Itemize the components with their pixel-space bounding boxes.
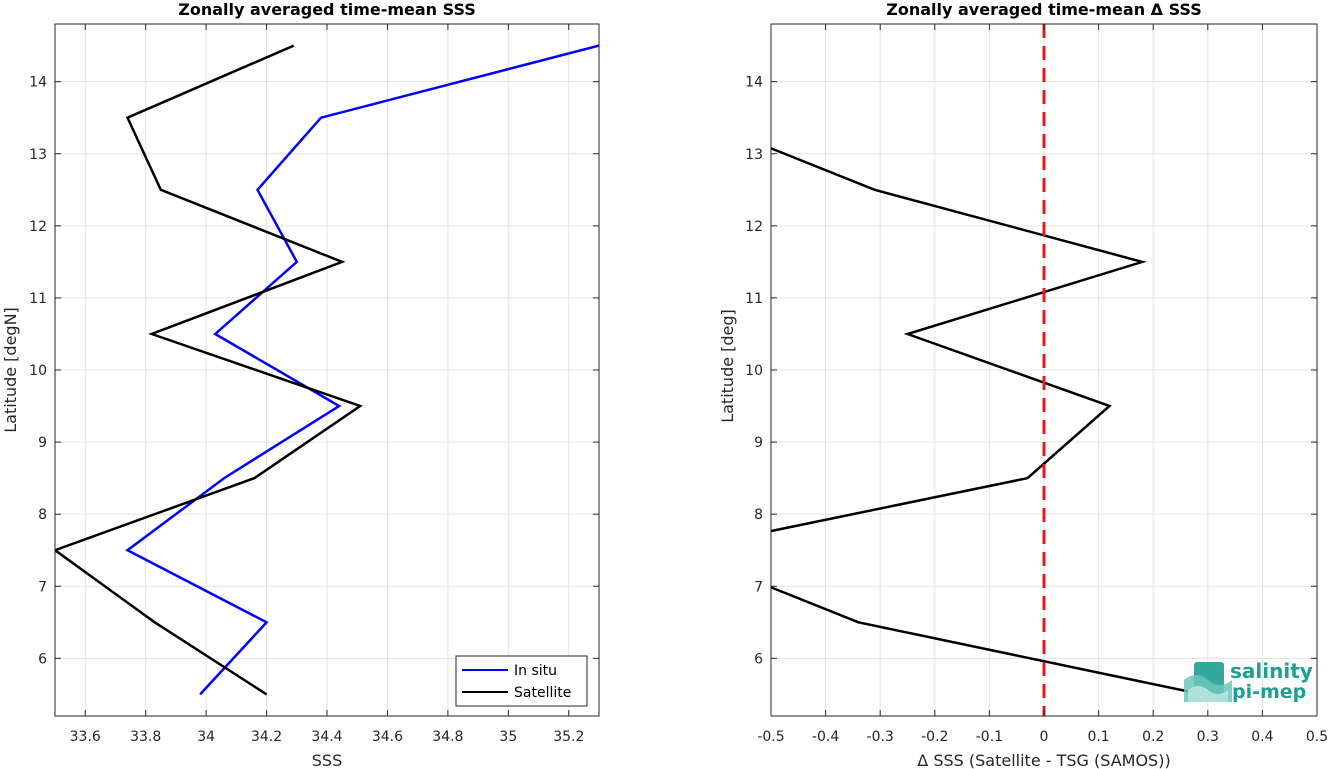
y-tick-label: 9 (754, 435, 763, 451)
y-tick-label: 14 (745, 75, 763, 91)
series-line-in-situ (125, 44, 599, 696)
y-tick-label: 7 (754, 579, 763, 595)
series-lines (55, 44, 599, 696)
legend-label-in-situ: In situ (514, 663, 557, 679)
x-tick-label: 0.4 (1251, 729, 1273, 745)
legend-label-satellite: Satellite (514, 685, 571, 701)
logo-text-salinity: salinity (1230, 659, 1313, 683)
y-tick-label: 6 (754, 651, 763, 667)
x-tick-label: -0.2 (921, 729, 948, 745)
y-tick-label: 6 (38, 651, 47, 667)
y-axis-label: Latitude [deg] (718, 309, 737, 423)
y-tick-label: 13 (745, 147, 763, 163)
x-tick-label: 0.2 (1142, 729, 1164, 745)
legend: In situ Satellite (455, 655, 588, 707)
logo-text-pi-mep: pi-mep (1232, 681, 1306, 703)
y-tick-label: 9 (38, 435, 47, 451)
x-tick-label: 35.2 (553, 729, 584, 745)
y-tick-label: 7 (38, 579, 47, 595)
chart-title: Zonally averaged time-mean SSS (178, 0, 476, 19)
x-tick-label: -0.4 (812, 729, 839, 745)
x-tick-label: -0.5 (757, 729, 784, 745)
x-tick-label: 34.6 (372, 729, 403, 745)
delta-sss-panel: -0.5 -0.4 -0.3 -0.2 -0.1 0 0.1 0.2 0.3 0.4 0.5 6 7 8 9… (718, 0, 1328, 769)
y-tick-label: 11 (745, 291, 763, 307)
legend-box (455, 655, 588, 707)
series-line-satellite (55, 44, 363, 696)
x-tick-label: -0.1 (976, 729, 1003, 745)
x-tick-label: 34.4 (311, 729, 342, 745)
x-tick-label: 34 (197, 729, 215, 745)
y-tick-label: 14 (29, 75, 47, 91)
x-tick-label: 0.5 (1306, 729, 1328, 745)
series-lines (771, 146, 1203, 696)
sss-panel: 33.6 33.8 34 34.2 34.4 34.6 34.8 35 35.2 6 7 8 9 10 11… (1, 0, 600, 769)
x-tick-label: 0.3 (1197, 729, 1219, 745)
series-line-delta-sss (771, 146, 1203, 696)
x-tick-label: 33.6 (70, 729, 101, 745)
logo-wave-icon (1184, 662, 1232, 702)
ticks: -0.5 -0.4 -0.3 -0.2 -0.1 0 0.1 0.2 0.3 0.4 0.5 6 7 8 9… (745, 24, 1328, 745)
y-tick-label: 12 (29, 219, 47, 235)
y-tick-label: 10 (29, 363, 47, 379)
chart-title: Zonally averaged time-mean Δ SSS (886, 0, 1202, 19)
ticks: 33.6 33.8 34 34.2 34.4 34.6 34.8 35 35.2 6 7 8 9 10 11… (29, 24, 599, 745)
x-axis-label: Δ SSS (Satellite - TSG (SAMOS)) (917, 751, 1170, 769)
x-axis-label: SSS (312, 751, 342, 769)
x-tick-label: -0.3 (867, 729, 894, 745)
y-tick-label: 13 (29, 147, 47, 163)
x-tick-label: 0 (1040, 729, 1049, 745)
y-tick-label: 8 (754, 507, 763, 523)
y-tick-label: 8 (38, 507, 47, 523)
x-tick-label: 35 (499, 729, 517, 745)
y-tick-label: 11 (29, 291, 47, 307)
x-tick-label: 34.8 (432, 729, 463, 745)
x-tick-label: 34.2 (251, 729, 282, 745)
x-tick-label: 33.8 (130, 729, 161, 745)
y-tick-label: 10 (745, 363, 763, 379)
salinity-pi-mep-logo: salinity pi-mep (1184, 659, 1313, 703)
y-tick-label: 12 (745, 219, 763, 235)
x-tick-label: 0.1 (1087, 729, 1109, 745)
y-axis-label: Latitude [degN] (1, 307, 20, 433)
